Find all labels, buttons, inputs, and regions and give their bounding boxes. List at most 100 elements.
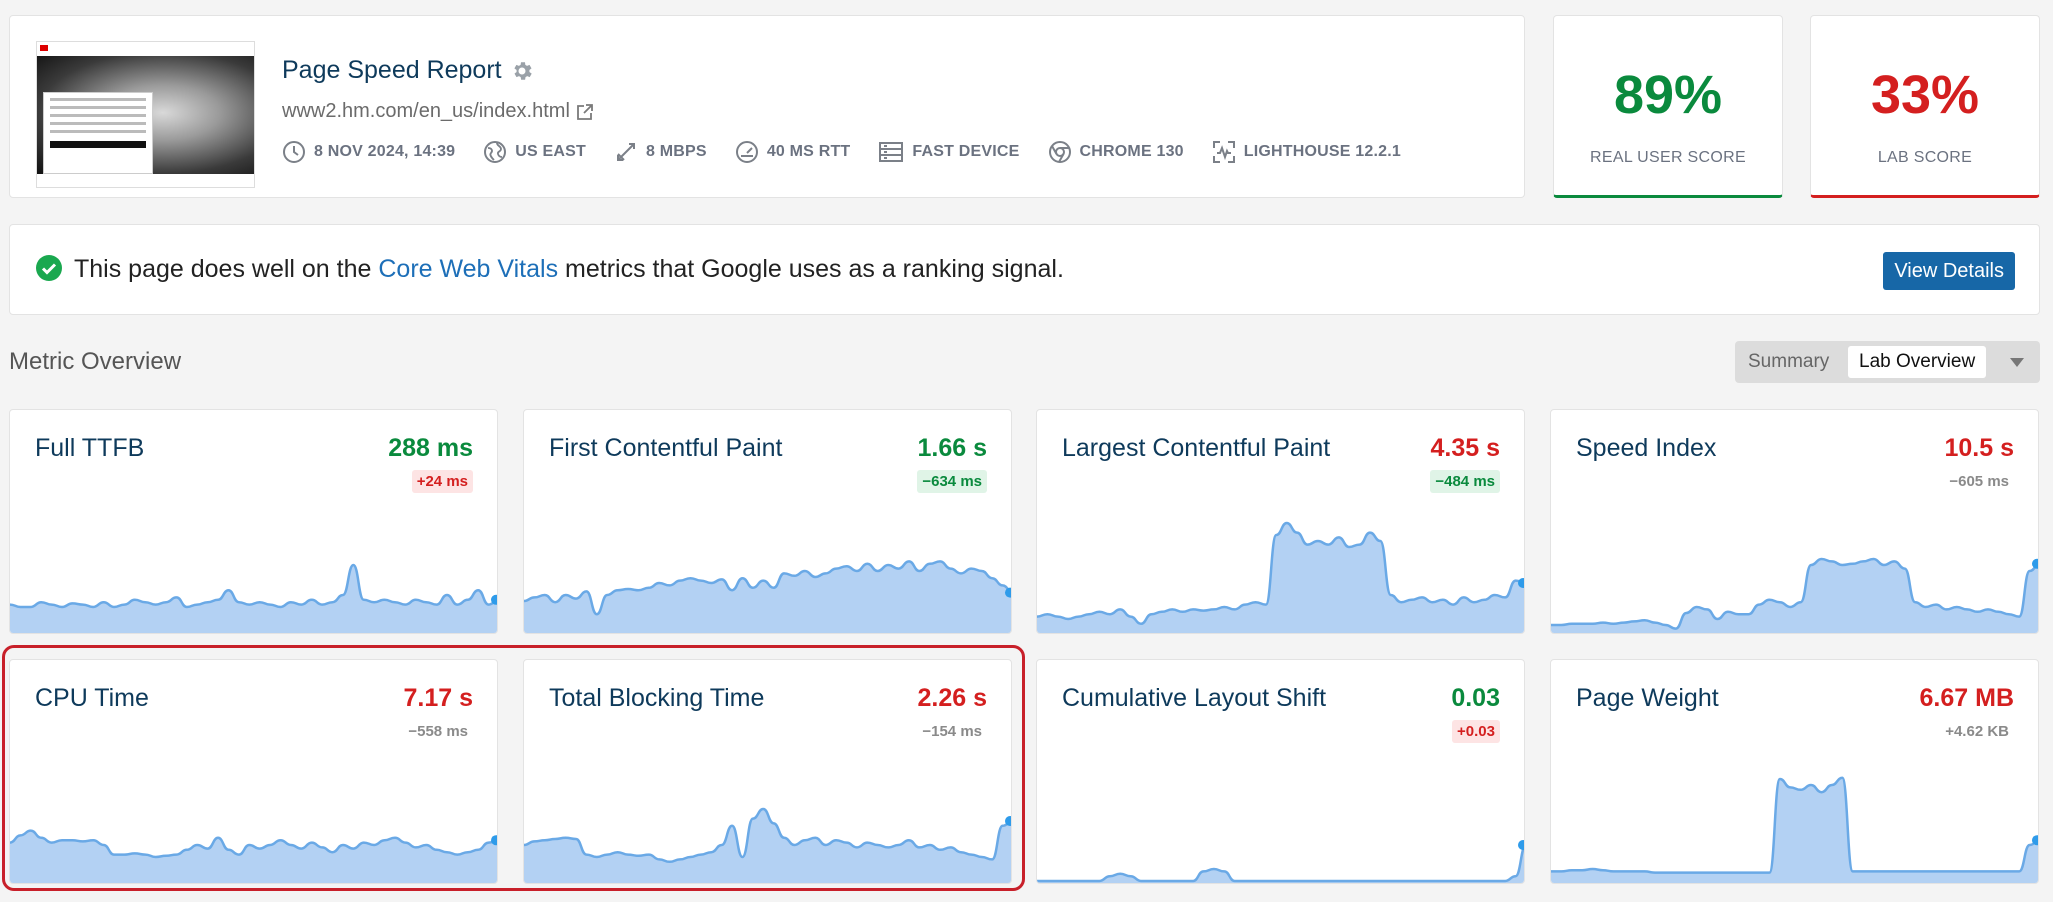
- meta-device: FAST DEVICE: [878, 140, 1019, 164]
- sparkline-latest-point: [1005, 587, 1011, 598]
- metric-delta: −558 ms: [408, 723, 468, 740]
- check-circle-icon: [36, 255, 62, 281]
- clock-icon: [283, 141, 305, 163]
- page-screenshot-thumbnail[interactable]: [36, 41, 255, 188]
- metric-value: 6.67 MB: [1919, 684, 2014, 712]
- test-settings: 8 NOV 2024, 14:39 US EAST 8 MBPS 40 MS R…: [282, 140, 1401, 164]
- sparkline-area: [524, 809, 1011, 883]
- meta-date: 8 NOV 2024, 14:39: [282, 140, 455, 164]
- sparkline-latest-point: [1518, 578, 1524, 588]
- metric-delta: +24 ms: [411, 470, 473, 493]
- metric-overview-title: Metric Overview: [9, 348, 182, 375]
- metric-value: 0.03: [1451, 684, 1500, 712]
- metric-delta: −634 ms: [917, 470, 987, 493]
- sparkline-area: [1551, 559, 2038, 633]
- metric-delta: −154 ms: [922, 723, 982, 740]
- overview-view-toggle: Summary Lab Overview: [1735, 341, 2040, 383]
- sparkline-area: [10, 830, 497, 883]
- metric-sparkline: [524, 807, 1011, 883]
- core-web-vitals-banner: This page does well on the Core Web Vita…: [9, 224, 2040, 315]
- sparkline-line: [524, 807, 1011, 864]
- metric-card-speed-index[interactable]: Speed Index 10.5 s −605 ms: [1550, 409, 2039, 634]
- metric-name: Speed Index: [1576, 434, 1717, 462]
- sparkline-area: [524, 561, 1011, 633]
- metric-delta: −605 ms: [1949, 473, 2009, 490]
- lab-score-card[interactable]: 33% LAB SCORE: [1810, 15, 2040, 198]
- view-details-button[interactable]: View Details: [1883, 252, 2015, 290]
- meta-rtt: 40 MS RTT: [735, 140, 851, 164]
- sparkline-line: [10, 563, 497, 609]
- real-user-score-value: 89%: [1613, 65, 1723, 125]
- metric-delta: +4.62 KB: [1945, 723, 2009, 740]
- metric-value: 1.66 s: [917, 434, 987, 462]
- metric-card-largest-contentful-paint[interactable]: Largest Contentful Paint 4.35 s −484 ms: [1036, 409, 1525, 634]
- metric-sparkline: [1037, 840, 1524, 883]
- metric-card-total-blocking-time[interactable]: Total Blocking Time 2.26 s −154 ms: [523, 659, 1012, 884]
- lab-score-label: LAB SCORE: [1877, 149, 1973, 166]
- real-user-score-label: REAL USER SCORE: [1590, 149, 1746, 166]
- metric-sparkline: [10, 829, 497, 883]
- metric-name: Cumulative Layout Shift: [1062, 684, 1327, 712]
- sparkline-line: [1551, 557, 2038, 630]
- sparkline-line: [1037, 521, 1524, 626]
- metric-name: Largest Contentful Paint: [1062, 434, 1331, 462]
- metric-card-full-ttfb[interactable]: Full TTFB 288 ms +24 ms: [9, 409, 498, 634]
- sparkline-latest-point: [2032, 558, 2038, 569]
- metric-name: Full TTFB: [35, 434, 145, 462]
- metric-name: Total Blocking Time: [549, 684, 765, 712]
- metric-name: Page Weight: [1576, 684, 1719, 712]
- metric-card-page-weight[interactable]: Page Weight 6.67 MB +4.62 KB: [1550, 659, 2039, 884]
- core-web-vitals-link[interactable]: Core Web Vitals: [378, 255, 559, 283]
- metric-card-first-contentful-paint[interactable]: First Contentful Paint 1.66 s −634 ms: [523, 409, 1012, 634]
- sparkline-latest-point: [2032, 835, 2038, 846]
- sparkline-line: [524, 560, 1011, 616]
- metric-name: First Contentful Paint: [549, 434, 783, 462]
- sparkline-area: [1037, 523, 1524, 633]
- chevron-down-icon[interactable]: [2010, 358, 2024, 367]
- device-icon: [879, 142, 904, 162]
- lab-score-value: 33%: [1870, 65, 1980, 125]
- cwv-message: This page does well on the Core Web Vita…: [74, 255, 1064, 283]
- metric-delta: +0.03: [1452, 720, 1500, 743]
- external-link-icon[interactable]: [576, 103, 594, 121]
- metric-delta: −484 ms: [1430, 470, 1500, 493]
- metric-sparkline: [1551, 557, 2038, 633]
- report-card: Page Speed Report www2.hm.com/en_us/inde…: [9, 15, 1525, 198]
- sparkline-area: [1551, 777, 2038, 883]
- metric-name: CPU Time: [35, 684, 149, 712]
- metric-value: 2.26 s: [917, 684, 987, 712]
- metric-value: 7.17 s: [403, 684, 473, 712]
- page-url[interactable]: www2.hm.com/en_us/index.html: [282, 100, 570, 122]
- gear-icon[interactable]: [510, 59, 534, 83]
- globe-icon: [484, 141, 507, 163]
- bandwidth-icon: [617, 143, 636, 161]
- real-user-score-card[interactable]: 89% REAL USER SCORE: [1553, 15, 1783, 198]
- metric-card-cpu-time[interactable]: CPU Time 7.17 s −558 ms: [9, 659, 498, 884]
- meta-browser: CHROME 130: [1048, 140, 1184, 164]
- summary-tab[interactable]: Summary: [1748, 351, 1830, 372]
- metric-value: 10.5 s: [1944, 434, 2014, 462]
- sparkline-area: [10, 565, 497, 633]
- lab-overview-tab[interactable]: Lab Overview: [1848, 346, 1987, 378]
- sparkline-latest-point: [1005, 816, 1011, 826]
- sparkline-line: [10, 829, 497, 859]
- sparkline-latest-point: [491, 835, 497, 846]
- page-title: Page Speed Report: [282, 56, 502, 84]
- metric-sparkline: [1551, 776, 2038, 883]
- metric-sparkline: [524, 560, 1011, 633]
- meta-location: US EAST: [483, 140, 586, 164]
- sparkline-latest-point: [491, 594, 497, 605]
- metric-sparkline: [10, 563, 497, 633]
- meta-bandwidth: 8 MBPS: [614, 140, 707, 164]
- metric-card-cumulative-layout-shift[interactable]: Cumulative Layout Shift 0.03 +0.03: [1036, 659, 1525, 884]
- lighthouse-icon: [1212, 141, 1235, 163]
- metric-value: 4.35 s: [1430, 434, 1500, 462]
- chrome-icon: [1048, 141, 1071, 163]
- gauge-icon: [735, 141, 758, 163]
- meta-lighthouse: LIGHTHOUSE 12.2.1: [1212, 140, 1401, 164]
- sparkline-latest-point: [1518, 840, 1524, 850]
- sparkline-line: [1037, 844, 1524, 883]
- metric-value: 288 ms: [388, 434, 473, 462]
- sparkline-line: [1551, 776, 2038, 874]
- metric-sparkline: [1037, 521, 1524, 633]
